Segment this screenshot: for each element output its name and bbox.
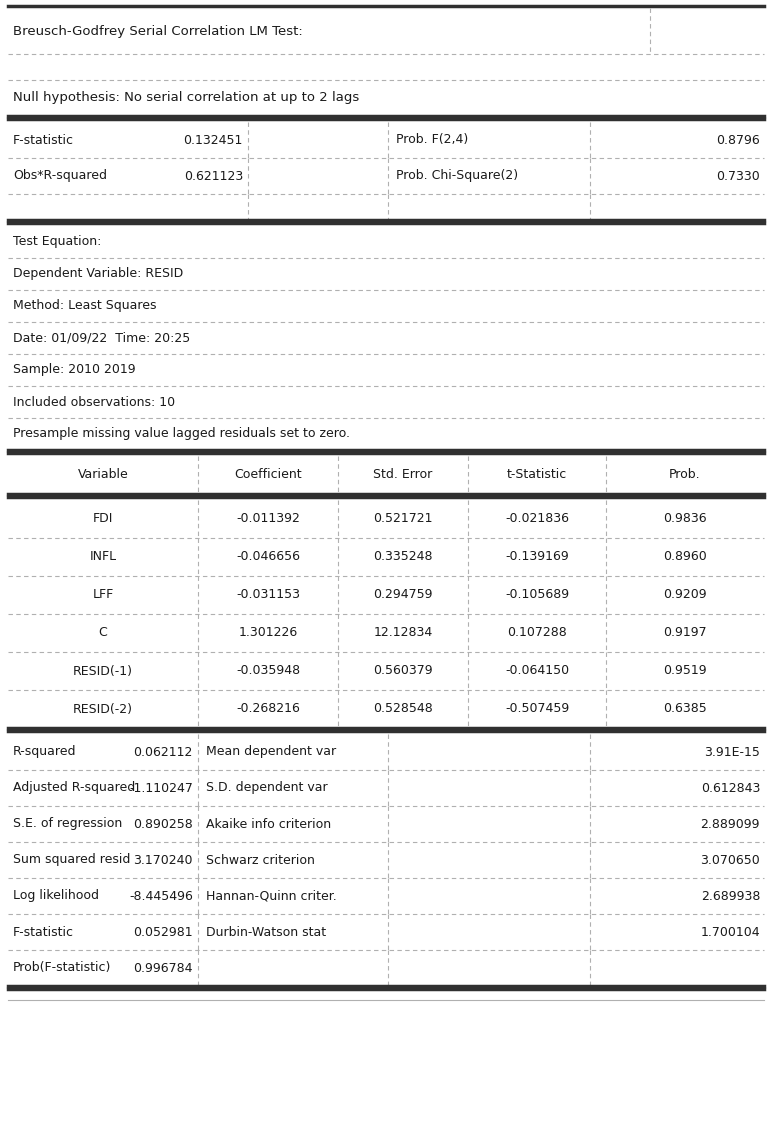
Text: Prob(F-statistic): Prob(F-statistic) (13, 961, 111, 975)
Text: Durbin-Watson stat: Durbin-Watson stat (206, 926, 326, 938)
Text: -0.507459: -0.507459 (505, 702, 569, 716)
Text: Dependent Variable: RESID: Dependent Variable: RESID (13, 268, 183, 280)
Text: R-squared: R-squared (13, 746, 76, 758)
Text: 0.8796: 0.8796 (716, 133, 760, 147)
Text: 0.9197: 0.9197 (663, 627, 707, 640)
Text: C: C (99, 627, 107, 640)
Text: 3.91E-15: 3.91E-15 (704, 746, 760, 758)
Text: Variable: Variable (78, 469, 128, 481)
Text: RESID(-2): RESID(-2) (73, 702, 133, 716)
Text: 0.521721: 0.521721 (373, 513, 433, 526)
Text: Std. Error: Std. Error (374, 469, 432, 481)
Text: -0.046656: -0.046656 (236, 551, 300, 563)
Text: 0.052981: 0.052981 (134, 926, 193, 938)
Text: 12.12834: 12.12834 (374, 627, 432, 640)
Text: Obs*R-squared: Obs*R-squared (13, 170, 107, 182)
Text: 0.612843: 0.612843 (701, 782, 760, 795)
Text: 0.9836: 0.9836 (663, 513, 707, 526)
Text: F-statistic: F-statistic (13, 926, 74, 938)
Text: Sum squared resid: Sum squared resid (13, 854, 130, 866)
Text: Sample: 2010 2019: Sample: 2010 2019 (13, 364, 136, 376)
Text: 0.062112: 0.062112 (134, 746, 193, 758)
Text: Included observations: 10: Included observations: 10 (13, 396, 175, 408)
Text: 2.889099: 2.889099 (700, 817, 760, 831)
Text: -0.031153: -0.031153 (236, 588, 300, 602)
Text: 0.6385: 0.6385 (663, 702, 707, 716)
Text: Coefficient: Coefficient (234, 469, 302, 481)
Text: -1.110247: -1.110247 (129, 782, 193, 795)
Text: Prob.: Prob. (669, 469, 701, 481)
Text: FDI: FDI (93, 513, 113, 526)
Text: Method: Least Squares: Method: Least Squares (13, 300, 157, 312)
Text: 0.132451: 0.132451 (184, 133, 243, 147)
Text: -0.035948: -0.035948 (236, 665, 300, 677)
Text: -0.011392: -0.011392 (236, 513, 300, 526)
Text: 0.7330: 0.7330 (716, 170, 760, 182)
Text: Log likelihood: Log likelihood (13, 889, 99, 903)
Text: Schwarz criterion: Schwarz criterion (206, 854, 315, 866)
Text: 0.621123: 0.621123 (184, 170, 243, 182)
Text: Breusch-Godfrey Serial Correlation LM Test:: Breusch-Godfrey Serial Correlation LM Te… (13, 24, 303, 38)
Text: -0.064150: -0.064150 (505, 665, 569, 677)
Text: F-statistic: F-statistic (13, 133, 74, 147)
Text: Adjusted R-squared: Adjusted R-squared (13, 782, 135, 795)
Text: -0.139169: -0.139169 (505, 551, 569, 563)
Text: 0.890258: 0.890258 (134, 817, 193, 831)
Text: Null hypothesis: No serial correlation at up to 2 lags: Null hypothesis: No serial correlation a… (13, 91, 359, 105)
Text: Prob. Chi-Square(2): Prob. Chi-Square(2) (396, 170, 518, 182)
Text: Prob. F(2,4): Prob. F(2,4) (396, 133, 469, 147)
Text: 0.9209: 0.9209 (663, 588, 707, 602)
Text: 1.700104: 1.700104 (700, 926, 760, 938)
Text: 0.107288: 0.107288 (507, 627, 567, 640)
Text: Date: 01/09/22  Time: 20:25: Date: 01/09/22 Time: 20:25 (13, 332, 190, 344)
Text: RESID(-1): RESID(-1) (73, 665, 133, 677)
Text: Akaike info criterion: Akaike info criterion (206, 817, 331, 831)
Text: 2.689938: 2.689938 (701, 889, 760, 903)
Text: -0.268216: -0.268216 (236, 702, 300, 716)
Text: INFL: INFL (90, 551, 117, 563)
Text: Test Equation:: Test Equation: (13, 236, 101, 249)
Text: 1.301226: 1.301226 (239, 627, 298, 640)
Text: 0.528548: 0.528548 (373, 702, 433, 716)
Text: S.D. dependent var: S.D. dependent var (206, 782, 327, 795)
Text: 0.560379: 0.560379 (373, 665, 433, 677)
Text: Presample missing value lagged residuals set to zero.: Presample missing value lagged residuals… (13, 428, 350, 440)
Text: t-Statistic: t-Statistic (507, 469, 567, 481)
Text: -0.105689: -0.105689 (505, 588, 569, 602)
Text: -8.445496: -8.445496 (129, 889, 193, 903)
Text: 0.335248: 0.335248 (373, 551, 433, 563)
Text: 3.070650: 3.070650 (700, 854, 760, 866)
Text: Hannan-Quinn criter.: Hannan-Quinn criter. (206, 889, 337, 903)
Text: 0.996784: 0.996784 (134, 961, 193, 975)
Text: LFF: LFF (93, 588, 113, 602)
Text: -0.021836: -0.021836 (505, 513, 569, 526)
Text: 0.294759: 0.294759 (373, 588, 433, 602)
Text: Mean dependent var: Mean dependent var (206, 746, 336, 758)
Text: S.E. of regression: S.E. of regression (13, 817, 122, 831)
Text: 3.170240: 3.170240 (134, 854, 193, 866)
Text: 0.9519: 0.9519 (663, 665, 707, 677)
Text: 0.8960: 0.8960 (663, 551, 707, 563)
